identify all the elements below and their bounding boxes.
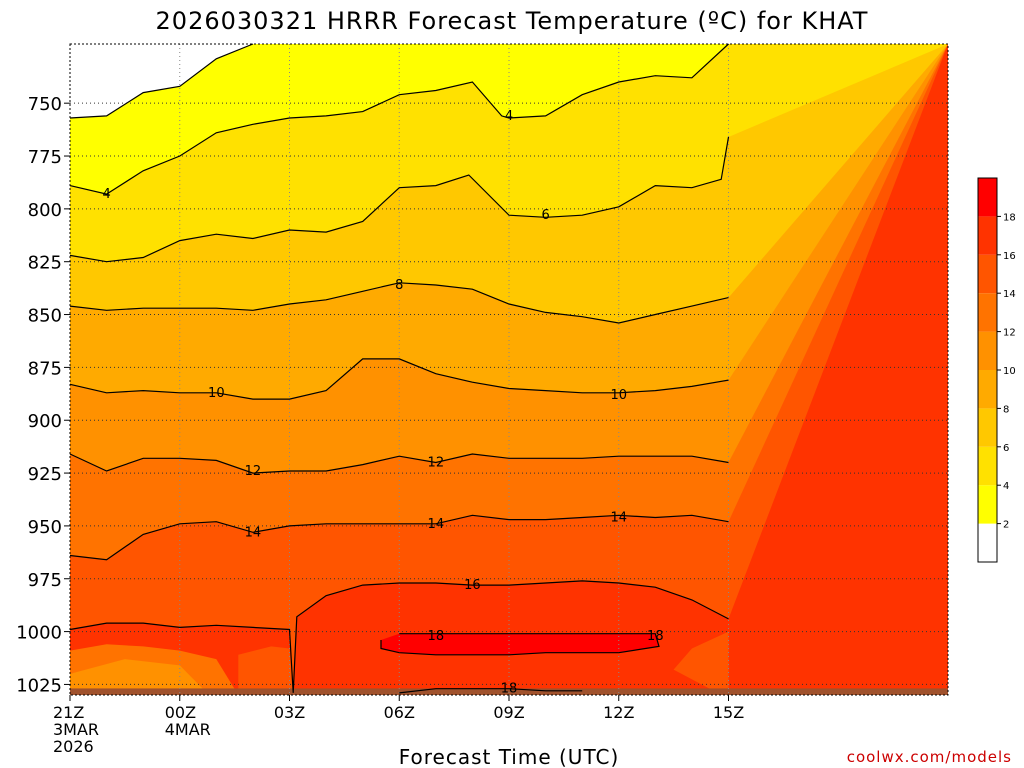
colorbar-label: 2 <box>1003 520 1009 531</box>
x-tick-label: 2026 <box>53 737 94 756</box>
isotherm-12 <box>69 453 729 474</box>
temp-pocket-surface-cool <box>70 659 209 695</box>
colorbar-swatch <box>978 370 997 409</box>
colorbar-swatch <box>978 254 997 294</box>
isotherm-label: 18 <box>647 629 664 644</box>
y-tick-label: 1025 <box>16 675 62 696</box>
x-tick-label: 4MAR <box>165 720 211 739</box>
x-tick-label: 03Z <box>274 703 305 722</box>
colorbar-label: 18 <box>1003 212 1016 223</box>
colorbar-swatch <box>978 331 997 370</box>
y-tick-label: 825 <box>28 253 62 274</box>
credit-text: coolwx.com/models <box>847 748 1012 766</box>
isotherm-16 <box>69 580 729 693</box>
colorbar-swatch <box>978 293 997 332</box>
y-tick-label: 875 <box>28 358 62 379</box>
colorbar-label: 10 <box>1003 366 1016 377</box>
isotherm-layer <box>69 43 730 694</box>
y-tick-label: 925 <box>28 464 62 485</box>
temp-band-above-18 <box>381 633 659 655</box>
x-tick-label: 21Z <box>53 703 84 722</box>
temp-pocket-near-surface-3 <box>673 631 729 693</box>
isotherm-14 <box>69 514 729 561</box>
isotherm-label: 10 <box>610 388 627 403</box>
isotherm-label: 12 <box>428 456 445 471</box>
y-tick-label: 850 <box>28 306 62 327</box>
chart-title: 2026030321 HRRR Forecast Temperature (ºC… <box>156 7 869 35</box>
isotherm-label: 4 <box>505 109 513 124</box>
plot-area: 4 4 6 8 10 10 12 12 14 14 14 16 18 18 18 <box>69 43 949 697</box>
isotherm-label: 18 <box>428 629 445 644</box>
colorbar-swatch <box>978 178 997 217</box>
temp-band-below-2 <box>70 44 253 118</box>
colorbar-swatch <box>978 216 997 255</box>
colorbar-label: 4 <box>1003 481 1009 492</box>
colorbar-swatch <box>978 485 997 524</box>
y-tick-label: 900 <box>28 411 62 432</box>
isotherm-label: 12 <box>245 464 262 479</box>
isotherm-2 <box>69 43 254 119</box>
colorbar-swatch <box>978 408 997 447</box>
x-tick-label: 06Z <box>384 703 415 722</box>
ground-surface <box>70 688 948 695</box>
temp-band-2-4 <box>70 44 948 195</box>
x-tick-label: 3MAR <box>53 720 99 739</box>
x-axis-label: Forecast Time (UTC) <box>399 745 620 768</box>
y-tick-label: 1000 <box>16 623 62 644</box>
colorbar-swatch <box>978 523 997 562</box>
isotherm-6 <box>69 136 730 263</box>
colorbar-legend: 2 4 6 8 10 12 14 16 18 <box>977 177 1016 563</box>
isotherm-4 <box>69 43 729 195</box>
y-tick-label: 800 <box>28 200 62 221</box>
x-tick-label: 00Z <box>165 703 196 722</box>
isotherm-label: 14 <box>428 517 445 532</box>
temp-pocket-near-surface-2 <box>238 646 294 695</box>
isotherm-label: 14 <box>610 510 627 525</box>
colorbar-label: 12 <box>1003 328 1016 339</box>
y-axis: 750 775 800 825 850 875 900 925 950 975 1000 1025 <box>16 94 70 696</box>
isotherm-label: 16 <box>464 578 481 593</box>
isotherm-label: 8 <box>395 278 403 293</box>
isotherm-label: 4 <box>102 187 110 202</box>
isotherm-labels: 4 4 6 8 10 10 12 12 14 14 14 16 18 18 18 <box>102 109 664 697</box>
colorbar-label: 6 <box>1003 443 1009 454</box>
colorbar-swatch <box>978 446 997 486</box>
isotherm-label: 18 <box>501 682 518 697</box>
isotherm-18 <box>399 688 583 694</box>
isotherm-10 <box>69 358 729 400</box>
isotherm-label: 10 <box>208 386 225 401</box>
isotherm-label: 6 <box>541 208 549 223</box>
y-tick-label: 950 <box>28 517 62 538</box>
colorbar-label: 14 <box>1003 289 1016 300</box>
isotherm-18 <box>380 633 660 656</box>
x-tick-label: 15Z <box>713 703 744 722</box>
x-tick-label: 09Z <box>493 703 524 722</box>
colorbar-label: 8 <box>1003 404 1009 415</box>
y-tick-label: 775 <box>28 147 62 168</box>
colorbar-label: 16 <box>1003 251 1016 262</box>
y-tick-label: 975 <box>28 570 62 591</box>
y-tick-label: 750 <box>28 94 62 115</box>
isotherm-label: 14 <box>245 525 262 540</box>
isotherm-8 <box>69 282 729 324</box>
x-tick-label: 12Z <box>603 703 634 722</box>
